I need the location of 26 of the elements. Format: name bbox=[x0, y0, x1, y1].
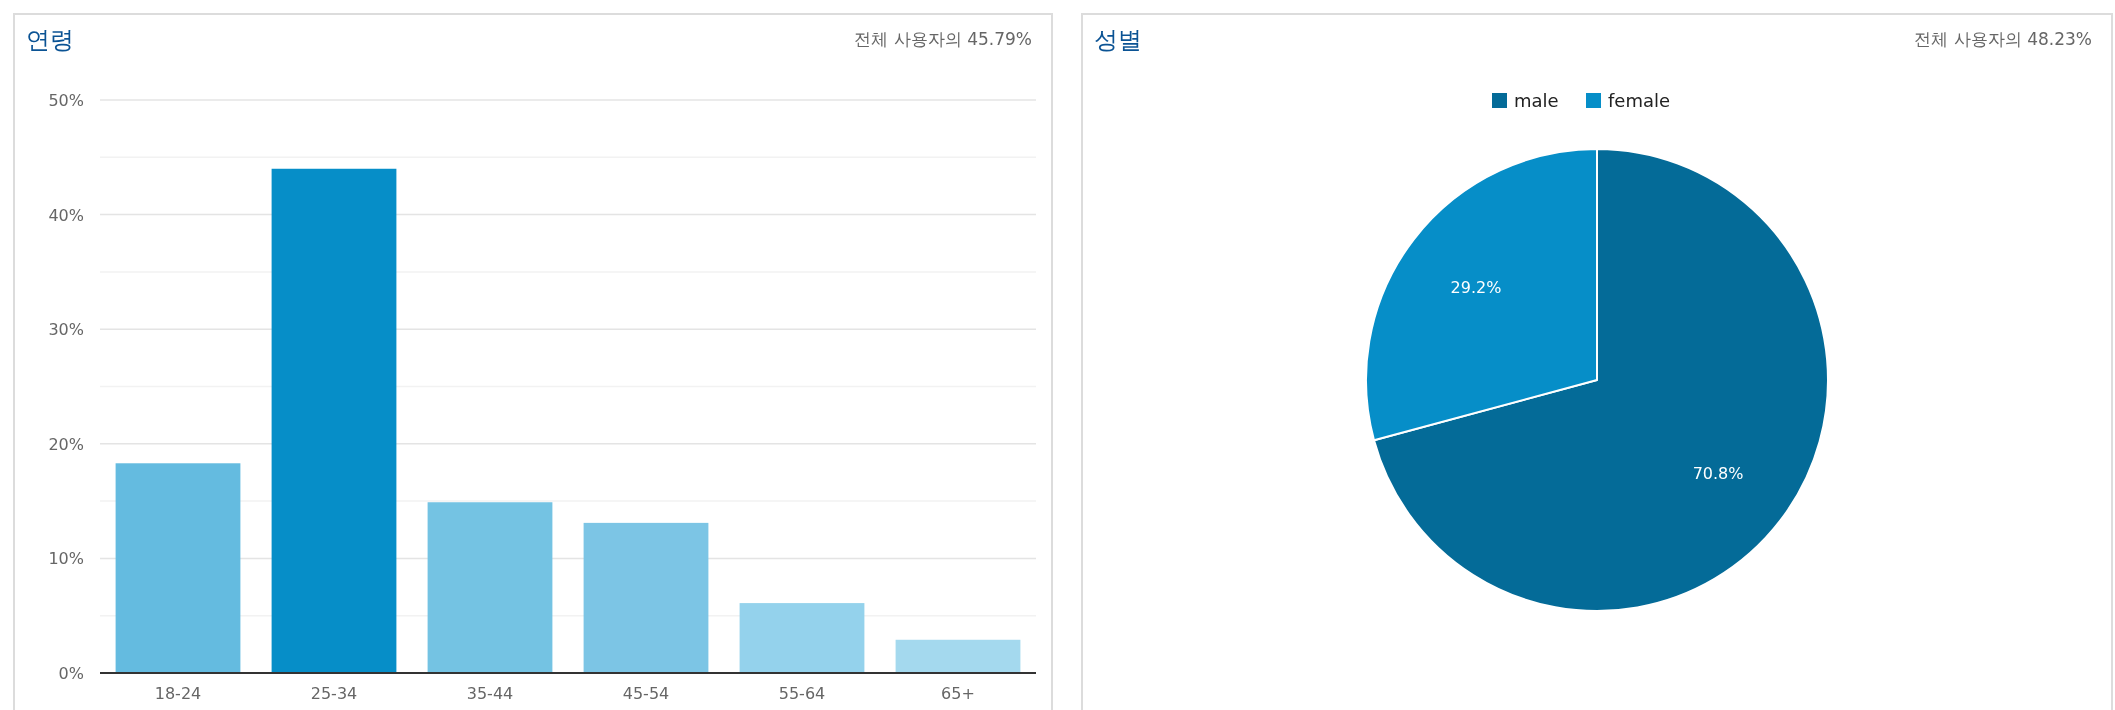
data-label: 29.2% bbox=[1450, 278, 1502, 298]
legend-label: female bbox=[1608, 90, 1671, 111]
x-tick-label: 25-34 bbox=[310, 684, 358, 703]
text: 전체 사용자의 48.23% bbox=[1914, 29, 2092, 49]
y-tick-label: 40% bbox=[48, 205, 84, 225]
x-tick-label: 35-44 bbox=[466, 684, 514, 703]
y-tick-label: 30% bbox=[48, 320, 84, 340]
bar bbox=[115, 463, 241, 673]
chart-title: 연령 bbox=[26, 26, 74, 54]
x-tick-label: 45-54 bbox=[622, 684, 670, 703]
bar bbox=[583, 522, 709, 673]
data-label: 70.8% bbox=[1692, 463, 1744, 483]
chart-subtitle: 전체 사용자의 45.79% bbox=[854, 29, 1032, 49]
bar bbox=[739, 603, 865, 673]
x-tick-label: 55-64 bbox=[778, 684, 826, 703]
bar bbox=[271, 168, 397, 673]
legend-label: male bbox=[1514, 90, 1559, 111]
y-tick-label: 20% bbox=[48, 434, 84, 454]
y-tick-label: 50% bbox=[48, 91, 84, 110]
y-tick-label: 10% bbox=[48, 549, 84, 569]
x-tick-label: 18-24 bbox=[154, 684, 202, 703]
x-tick-label: 65+ bbox=[941, 684, 975, 703]
bar bbox=[895, 639, 1021, 673]
bar bbox=[427, 502, 553, 673]
y-tick-label: 0% bbox=[58, 664, 84, 683]
text: 성별 bbox=[1094, 26, 1142, 54]
